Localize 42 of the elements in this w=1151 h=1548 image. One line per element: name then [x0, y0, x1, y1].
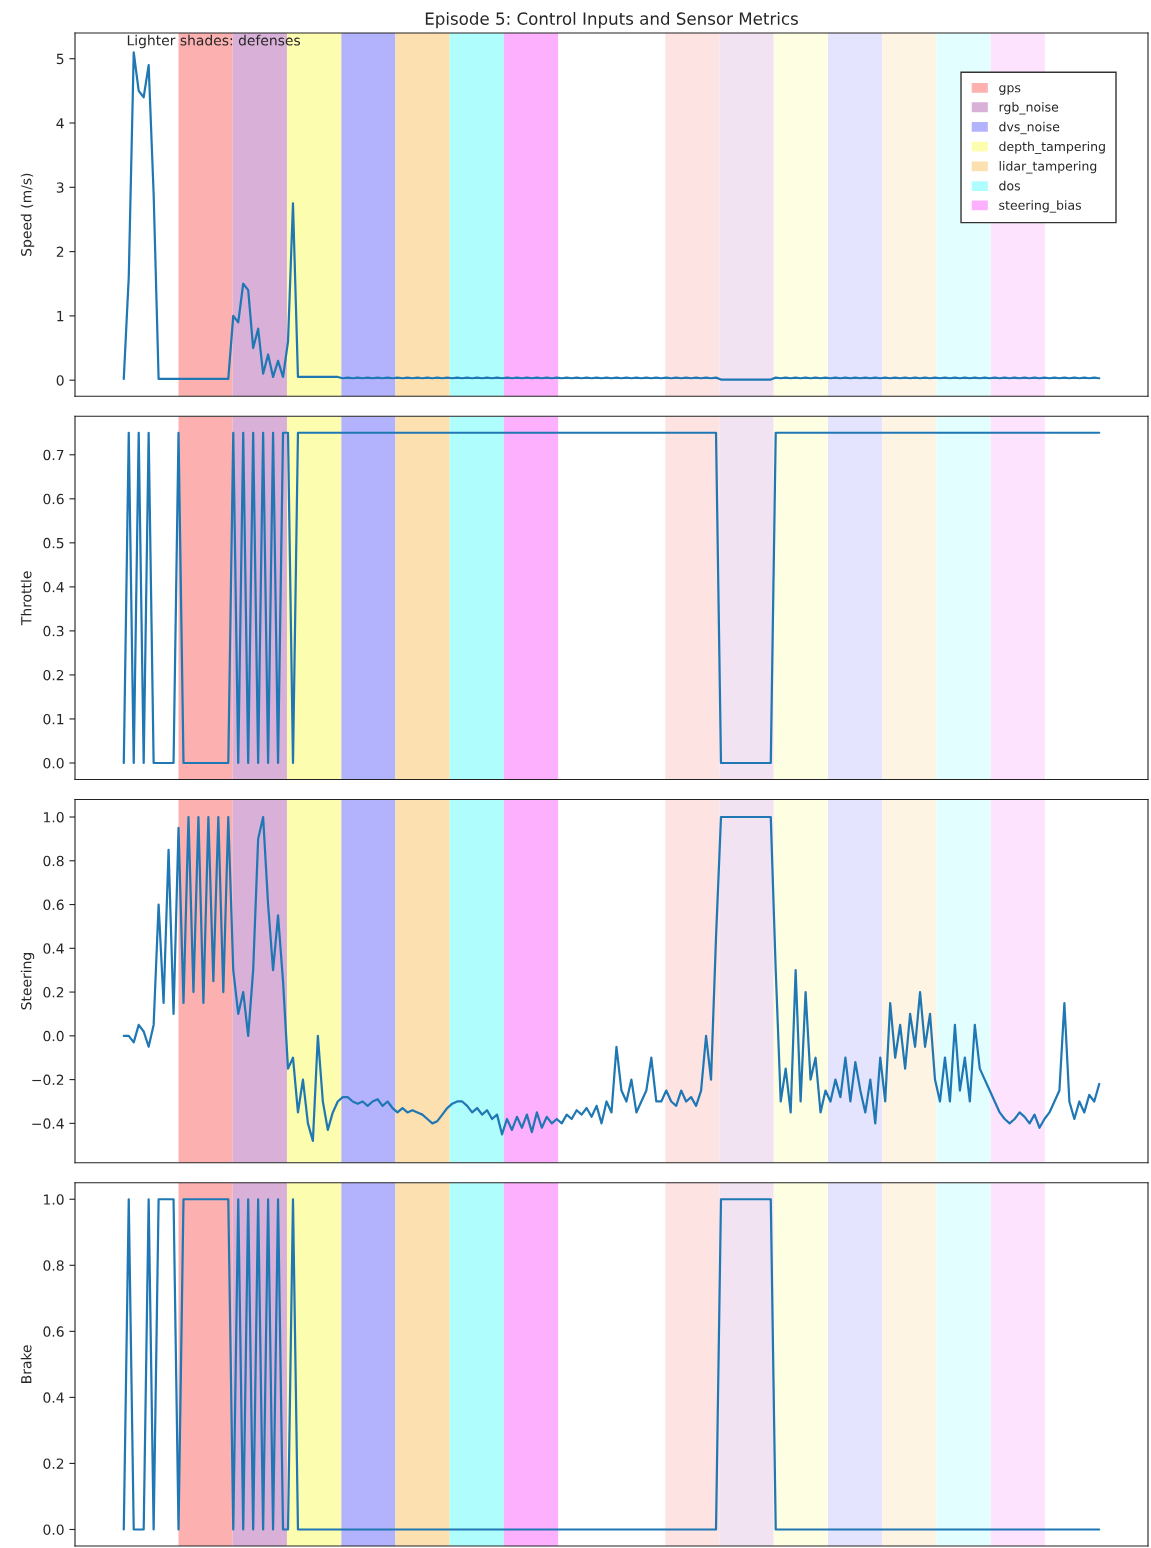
y-tick-label: 3: [56, 182, 64, 193]
legend-label: dos: [999, 180, 1021, 191]
legend-label: gps: [999, 85, 1021, 95]
y-tick-label: 5: [56, 53, 64, 65]
legend-label: dvs_noise: [999, 121, 1060, 135]
y-tick-label: 2: [56, 246, 64, 257]
y-tick-label: 0.0: [43, 757, 64, 769]
annotation: Lighter shades: defenses: [127, 34, 301, 49]
y-axis-title: Speed (m/s): [20, 173, 35, 256]
y-tick-label: 0.6: [43, 493, 64, 505]
y-axis-title: Brake: [20, 1345, 32, 1383]
y-tick-label: 0.1: [43, 713, 64, 725]
y-tick-label: 0.6: [43, 899, 64, 911]
y-tick-label: 0.4: [43, 943, 64, 954]
chart-title: Episode 5: Control Inputs and Sensor Metrics: [425, 12, 798, 29]
y-tick-label: 0.8: [43, 1260, 64, 1271]
y-tick-label: 0.3: [43, 625, 64, 637]
legend-label: depth_tampering: [999, 141, 1105, 154]
y-tick-label: 0.4: [43, 581, 64, 593]
y-tick-label: 0.7: [43, 449, 64, 461]
legend-label: lidar_tampering: [999, 161, 1097, 174]
line-series: [122, 815, 1101, 1142]
y-tick-label: 4: [56, 118, 64, 129]
y-tick-label: 1.0: [44, 1194, 64, 1205]
y-tick-label: 0.2: [43, 669, 64, 681]
y-tick-label: 0.0: [43, 1030, 64, 1042]
y-axis-title: Steering: [20, 953, 35, 1010]
y-tick-label: 0.0: [43, 1524, 64, 1535]
y-tick-label: 0.8: [43, 855, 64, 867]
y-tick-label: −0.4: [32, 1118, 64, 1129]
y-tick-label: 0.2: [43, 987, 64, 998]
y-tick-label: 0.2: [43, 1458, 64, 1469]
y-tick-label: 0.6: [43, 1326, 64, 1337]
y-tick-label: 1.0: [44, 811, 64, 823]
y-tick-label: 1: [57, 311, 64, 322]
y-tick-label: −0.2: [32, 1074, 64, 1086]
y-tick-label: 0.4: [43, 1392, 64, 1403]
y-tick-label: 0: [56, 375, 64, 386]
y-axis-title: Throttle: [20, 571, 32, 626]
legend-label: rgb_noise: [999, 102, 1059, 115]
y-tick-label: 0.5: [43, 537, 64, 549]
legend-label: steering_bias: [999, 200, 1082, 213]
